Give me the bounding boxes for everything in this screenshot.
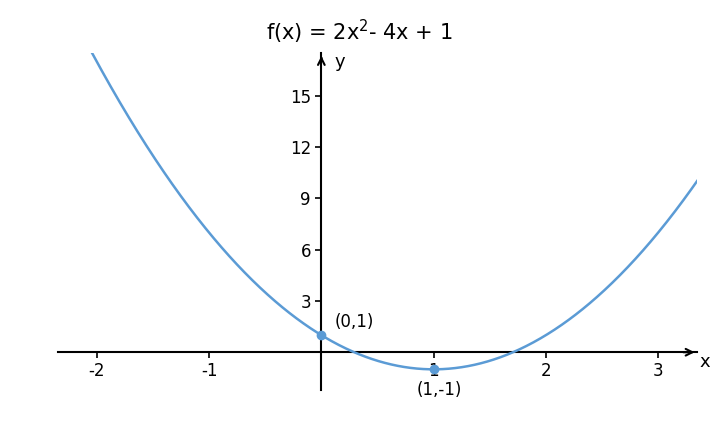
Text: (0,1): (0,1) bbox=[335, 313, 374, 331]
Text: (1,-1): (1,-1) bbox=[416, 381, 462, 399]
Text: x: x bbox=[700, 354, 710, 372]
Text: f(x) = 2x$^2$- 4x + 1: f(x) = 2x$^2$- 4x + 1 bbox=[266, 18, 453, 46]
Text: y: y bbox=[335, 53, 345, 71]
